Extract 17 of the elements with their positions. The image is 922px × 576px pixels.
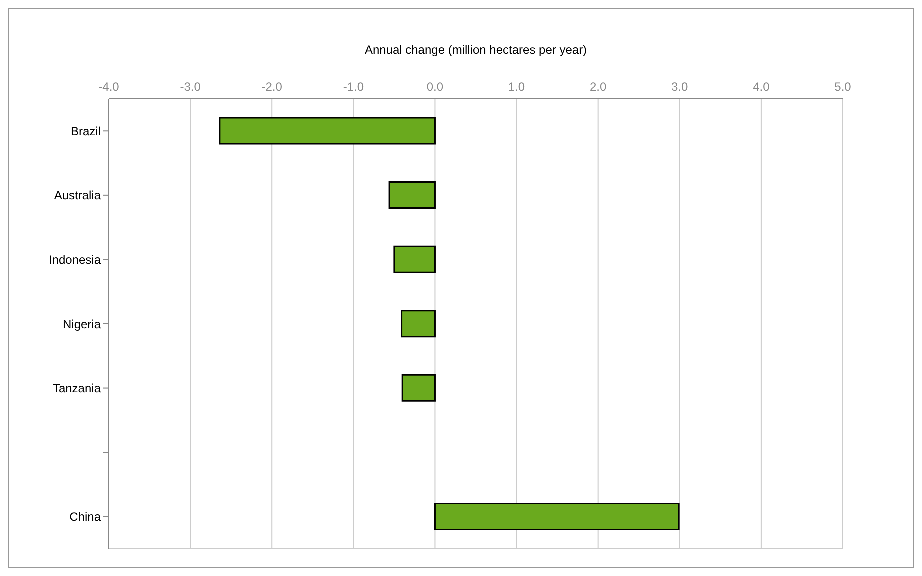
y-tick-label: Tanzania: [52, 382, 102, 396]
y-tick-label: Indonesia: [48, 252, 102, 267]
x-tick-label: -2.0: [262, 80, 283, 94]
x-tick-label: 5.0: [834, 80, 852, 94]
x-tick-label: 3.0: [672, 80, 689, 94]
x-tick-label: 0.0: [426, 80, 444, 94]
y-tick-label: Australia: [54, 188, 102, 203]
y-tick-label: Nigeria: [62, 317, 102, 332]
x-tick-label: 2.0: [590, 80, 607, 94]
y-tick-label: China: [70, 510, 102, 524]
x-tick-label: 1.0: [508, 80, 526, 94]
y-tick-label: Brazil: [70, 124, 101, 138]
x-axis-title: Annual change (million hectares per year): [364, 43, 588, 57]
x-tick-label: -4.0: [98, 80, 120, 94]
x-tick-label: -1.0: [343, 80, 364, 94]
x-tick-label: -3.0: [180, 80, 202, 94]
x-tick-label: 4.0: [753, 80, 770, 94]
